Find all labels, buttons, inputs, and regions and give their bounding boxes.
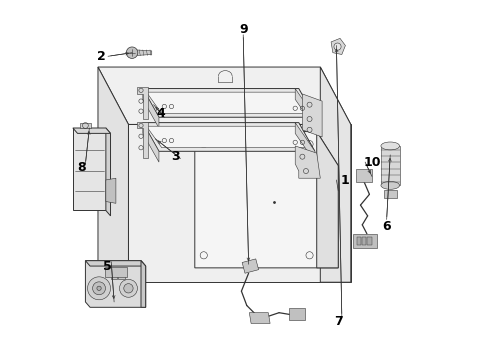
Polygon shape <box>384 190 397 198</box>
Polygon shape <box>147 92 311 114</box>
Polygon shape <box>143 123 159 162</box>
Polygon shape <box>295 146 320 178</box>
Polygon shape <box>147 126 311 148</box>
Polygon shape <box>106 178 116 203</box>
Text: 3: 3 <box>171 150 179 163</box>
Text: 6: 6 <box>382 220 391 233</box>
Circle shape <box>97 286 101 291</box>
Polygon shape <box>368 237 371 244</box>
Polygon shape <box>353 234 377 248</box>
Ellipse shape <box>381 142 399 150</box>
Circle shape <box>93 282 105 295</box>
Polygon shape <box>119 270 125 279</box>
Polygon shape <box>73 128 106 211</box>
Circle shape <box>124 284 133 293</box>
Polygon shape <box>143 89 159 128</box>
Polygon shape <box>320 67 351 282</box>
Text: 4: 4 <box>156 107 165 120</box>
Polygon shape <box>295 123 315 162</box>
Ellipse shape <box>381 181 399 189</box>
Polygon shape <box>105 267 126 277</box>
Polygon shape <box>80 123 91 128</box>
Polygon shape <box>73 128 111 134</box>
Polygon shape <box>137 87 148 119</box>
Polygon shape <box>111 270 117 279</box>
Circle shape <box>334 43 341 50</box>
Polygon shape <box>128 125 351 282</box>
Polygon shape <box>249 313 270 323</box>
Polygon shape <box>143 89 315 117</box>
Polygon shape <box>317 132 338 268</box>
Polygon shape <box>362 237 366 244</box>
Polygon shape <box>137 122 148 158</box>
Circle shape <box>126 47 138 58</box>
Polygon shape <box>295 89 315 128</box>
Polygon shape <box>98 67 351 125</box>
Polygon shape <box>302 94 322 137</box>
Text: 8: 8 <box>77 161 86 174</box>
Text: 7: 7 <box>334 315 343 328</box>
Polygon shape <box>106 128 111 216</box>
Circle shape <box>88 277 111 300</box>
Text: 2: 2 <box>97 50 106 63</box>
Polygon shape <box>141 261 146 307</box>
Polygon shape <box>242 259 259 273</box>
Polygon shape <box>289 308 305 320</box>
Polygon shape <box>143 123 315 151</box>
Polygon shape <box>85 261 146 266</box>
Text: 10: 10 <box>364 156 381 168</box>
Polygon shape <box>381 146 399 185</box>
Polygon shape <box>85 261 146 307</box>
Polygon shape <box>135 50 152 55</box>
Text: 5: 5 <box>102 260 111 273</box>
Polygon shape <box>356 169 372 182</box>
Circle shape <box>120 279 137 297</box>
Text: 9: 9 <box>239 23 247 36</box>
Polygon shape <box>357 237 361 244</box>
Polygon shape <box>98 67 128 282</box>
Text: 1: 1 <box>341 174 350 186</box>
Polygon shape <box>195 132 338 268</box>
Polygon shape <box>331 39 345 54</box>
